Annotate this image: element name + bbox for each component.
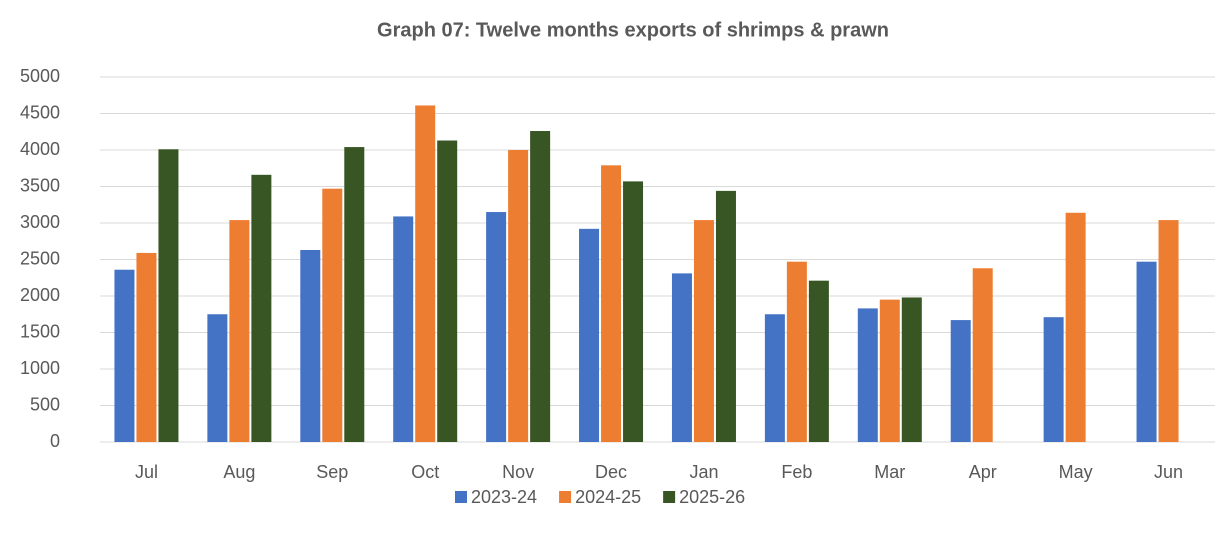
- x-tick-label: Dec: [595, 462, 627, 482]
- bar: [1065, 212, 1086, 442]
- bar: [322, 188, 343, 442]
- x-tick-label: Apr: [969, 462, 997, 482]
- bar: [1136, 261, 1157, 442]
- bar: [393, 216, 414, 442]
- bar: [808, 280, 829, 442]
- legend-swatch: [559, 491, 572, 503]
- legend-swatch: [455, 491, 467, 503]
- bar: [437, 140, 458, 442]
- x-tick-label: May: [1059, 462, 1093, 482]
- x-tick-label: Jul: [135, 462, 158, 482]
- bar: [508, 150, 529, 442]
- bar: [901, 297, 922, 442]
- x-tick-label: Nov: [502, 462, 534, 482]
- y-tick-label: 0: [50, 431, 60, 451]
- bar: [344, 147, 365, 442]
- chart-title: Graph 07: Twelve months exports of shrim…: [377, 19, 889, 41]
- bar: [693, 220, 714, 442]
- bar: [158, 149, 179, 442]
- x-tick-label: Jan: [689, 462, 718, 482]
- x-tick-label: Oct: [411, 462, 439, 482]
- y-tick-label: 1000: [20, 358, 60, 378]
- bar: [207, 314, 228, 442]
- y-tick-label: 2500: [20, 248, 60, 268]
- bar: [1043, 317, 1064, 442]
- bar: [623, 181, 644, 442]
- bar: [786, 261, 807, 442]
- y-tick-label: 4500: [20, 102, 60, 122]
- x-tick-label: Sep: [316, 462, 348, 482]
- y-tick-label: 5000: [20, 66, 60, 86]
- y-tick-label: 1500: [20, 321, 60, 341]
- bar: [300, 250, 321, 442]
- x-tick-label: Feb: [781, 462, 812, 482]
- y-tick-label: 4000: [20, 139, 60, 159]
- y-tick-label: 2000: [20, 285, 60, 305]
- bar: [251, 174, 272, 442]
- bar: [879, 299, 900, 442]
- bar: [950, 320, 971, 442]
- y-tick-label: 3000: [20, 212, 60, 232]
- bar: [579, 228, 600, 442]
- legend-label: 2023-24: [471, 487, 537, 507]
- bar: [486, 212, 507, 442]
- bar: [415, 105, 436, 442]
- bar: [857, 308, 878, 442]
- bar: [530, 131, 551, 442]
- bar: [715, 190, 736, 442]
- bar: [601, 165, 622, 442]
- bar: [114, 269, 135, 442]
- bar: [229, 220, 250, 442]
- x-tick-label: Mar: [874, 462, 905, 482]
- y-tick-label: 500: [30, 394, 60, 414]
- y-tick-label: 3500: [20, 175, 60, 195]
- bar: [136, 252, 157, 442]
- bar: [671, 273, 692, 442]
- bar: [1158, 220, 1179, 442]
- legend-swatch: [663, 491, 676, 503]
- x-tick-label: Aug: [223, 462, 255, 482]
- bar: [764, 314, 785, 442]
- legend-label: 2025-26: [679, 487, 745, 507]
- x-tick-label: Jun: [1154, 462, 1183, 482]
- bar: [972, 268, 993, 442]
- legend-label: 2024-25: [575, 487, 641, 507]
